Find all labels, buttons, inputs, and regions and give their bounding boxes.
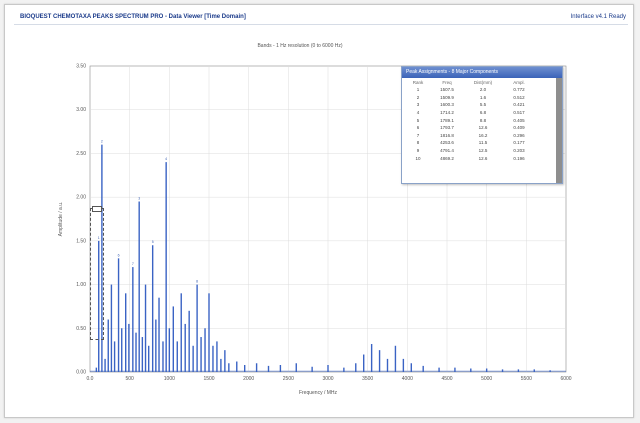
table-cell: 16.2 xyxy=(478,132,488,138)
table-cell: 8 xyxy=(416,140,420,146)
x-tick-label: 2500 xyxy=(283,376,294,382)
x-tick-label: 0.0 xyxy=(87,376,94,382)
table-cell: 0.177 xyxy=(513,140,525,146)
table-row[interactable]: 5 1789.1 8.8 0.405 xyxy=(406,116,536,124)
peak-label: 4 xyxy=(165,157,167,161)
x-axis-title: Frequency / MHz xyxy=(299,390,338,396)
y-tick-label: 3.00 xyxy=(76,107,86,113)
y-tick-label: 3.50 xyxy=(76,64,86,70)
x-tick-label: 4500 xyxy=(441,376,452,382)
table-cell: 3 xyxy=(416,102,420,108)
table-cell: 1789.1 xyxy=(440,117,454,123)
table-cell: 8.8 xyxy=(479,117,487,123)
x-tick-label: 3000 xyxy=(322,376,333,382)
table-cell: 5 xyxy=(416,117,420,123)
table-row[interactable]: 2 1509.9 1.6 0.512 xyxy=(406,94,536,102)
header-bar xyxy=(14,12,628,25)
table-cell: 1.6 xyxy=(479,94,487,100)
table-cell: 4791.4 xyxy=(440,148,454,154)
peak-label: 2 xyxy=(101,140,103,144)
column-header-rank[interactable]: Rank xyxy=(412,80,424,85)
x-tick-label: 2000 xyxy=(243,376,254,382)
table-cell: 6 xyxy=(416,125,420,131)
peak-assignments-panel[interactable]: Peak Assignments - 8 Major Components Ra… xyxy=(401,66,563,184)
peak-table: Rank Freq Dist(mm) Ampl. 1 1507.5 2.0 0.772… xyxy=(406,80,536,162)
table-cell: 12.6 xyxy=(478,125,488,131)
table-cell: 0.517 xyxy=(513,110,525,116)
y-tick-label: 0.50 xyxy=(76,326,86,332)
table-row[interactable]: 3 1600.3 5.5 0.421 xyxy=(406,101,536,109)
y-tick-label: 2.50 xyxy=(76,151,86,157)
table-cell: 9 xyxy=(416,148,420,154)
app-version: Interface v4.1 Ready xyxy=(570,14,626,20)
table-cell: 12.6 xyxy=(478,155,488,161)
table-cell: 1600.3 xyxy=(440,102,454,108)
table-cell: 1816.8 xyxy=(440,132,454,138)
table-cell: 6.8 xyxy=(479,110,487,116)
table-row[interactable]: 8 4253.6 11.5 0.177 xyxy=(406,139,536,147)
table-cell: 10 xyxy=(415,155,421,161)
table-cell: 1714.2 xyxy=(440,110,454,116)
table-cell: 2 xyxy=(416,94,420,100)
x-tick-label: 1500 xyxy=(203,376,214,382)
table-cell: 12.5 xyxy=(478,148,488,154)
column-header-freq[interactable]: Freq xyxy=(442,80,452,85)
table-cell: 0.203 xyxy=(513,148,525,154)
column-header-dist[interactable]: Dist(mm) xyxy=(473,80,493,85)
x-tick-label: 3500 xyxy=(362,376,373,382)
x-tick-label: 4000 xyxy=(402,376,413,382)
table-cell: 4 xyxy=(416,110,420,116)
table-cell: 1509.9 xyxy=(440,94,454,100)
peak-table-scrollbar[interactable] xyxy=(556,78,562,183)
table-cell: 0.421 xyxy=(513,102,525,108)
table-row[interactable]: 10 4869.2 12.6 0.196 xyxy=(406,154,536,162)
y-axis-title: Amplitude / a.u. xyxy=(58,202,64,237)
x-tick-label: 5000 xyxy=(481,376,492,382)
x-tick-label: 1000 xyxy=(164,376,175,382)
table-row[interactable]: 1 1507.5 2.0 0.772 xyxy=(406,86,536,94)
peak-label: 7 xyxy=(132,262,134,266)
y-tick-label: 0.00 xyxy=(76,370,86,376)
chart-title: Bands - 1 Hz resolution (0 to 6000 Hz) xyxy=(257,43,343,49)
peak-label: 5 xyxy=(152,240,154,244)
peak-label: 8 xyxy=(196,280,198,284)
x-tick-label: 5500 xyxy=(521,376,532,382)
column-header-ampl[interactable]: Ampl. xyxy=(513,80,525,85)
table-cell: 0.512 xyxy=(513,94,525,100)
table-cell: 11.5 xyxy=(478,140,488,146)
table-cell: 1 xyxy=(416,87,420,93)
table-row[interactable]: 9 4791.4 12.5 0.203 xyxy=(406,147,536,155)
table-cell: 2.0 xyxy=(479,87,487,93)
table-cell: 1793.7 xyxy=(440,125,454,131)
table-row[interactable]: 4 1714.2 6.8 0.517 xyxy=(406,109,536,117)
table-cell: 5.5 xyxy=(479,102,487,108)
x-tick-label: 500 xyxy=(125,376,134,382)
peak-table-title[interactable]: Peak Assignments - 8 Major Components xyxy=(402,67,562,78)
app-title: BIOQUEST CHEMOTAXA PEAKS SPECTRUM PRO - … xyxy=(20,14,246,20)
x-tick-label: 6000 xyxy=(560,376,571,382)
table-cell: 7 xyxy=(416,132,420,138)
table-row[interactable]: 6 1793.7 12.6 0.409 xyxy=(406,124,536,132)
selection-handle[interactable] xyxy=(92,206,102,212)
table-cell: 0.196 xyxy=(513,155,525,161)
table-cell: 0.409 xyxy=(513,125,525,131)
y-tick-label: 1.00 xyxy=(76,282,86,288)
peak-label: 6 xyxy=(118,253,120,257)
table-cell: 1507.5 xyxy=(440,87,454,93)
table-cell: 4869.2 xyxy=(440,155,454,161)
y-tick-label: 2.00 xyxy=(76,195,86,201)
table-cell: 4253.6 xyxy=(440,140,454,146)
selection-region[interactable] xyxy=(90,208,104,340)
y-tick-label: 1.50 xyxy=(76,238,86,244)
table-cell: 0.405 xyxy=(513,117,525,123)
peak-label: 1 xyxy=(98,236,100,240)
table-row[interactable]: 7 1816.8 16.2 0.296 xyxy=(406,132,536,140)
table-cell: 0.772 xyxy=(513,87,525,93)
table-cell: 0.296 xyxy=(513,132,525,138)
peak-label: 3 xyxy=(138,197,140,201)
